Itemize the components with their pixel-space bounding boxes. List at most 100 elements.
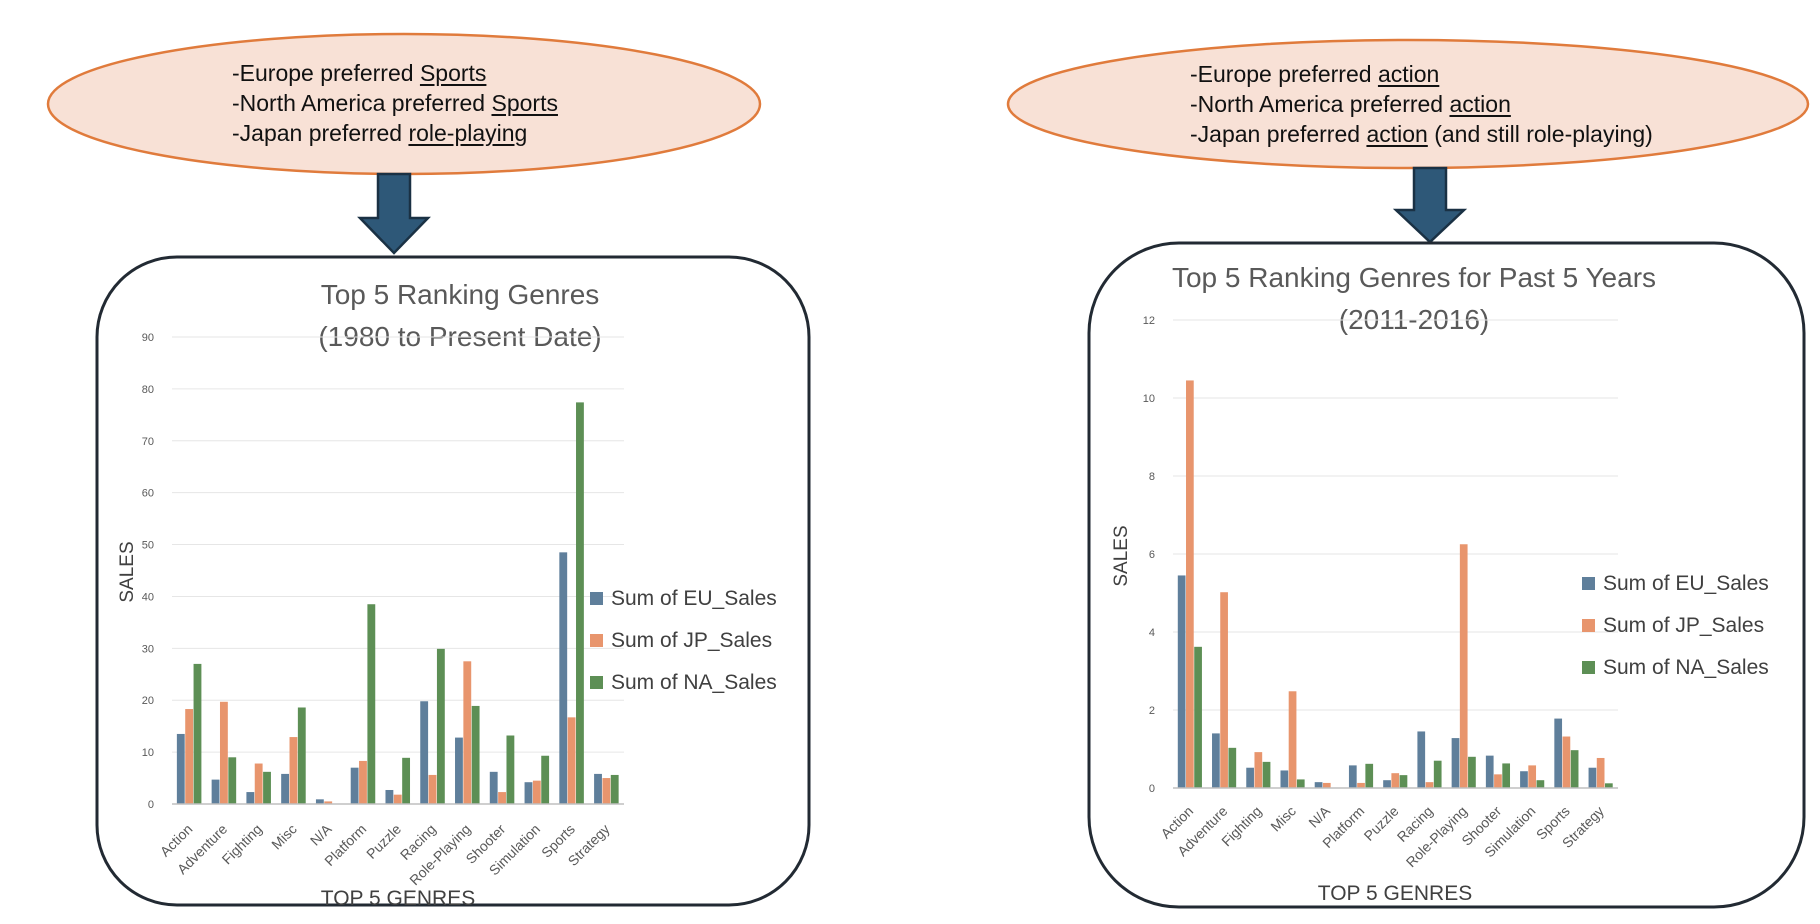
bar-jp <box>428 774 437 804</box>
y-axis-title: SALES <box>1111 525 1132 586</box>
bar-na <box>1536 780 1545 788</box>
bar-na <box>367 604 376 804</box>
bar-jp <box>1186 380 1194 788</box>
bar-eu <box>176 733 185 804</box>
bar-na <box>541 755 550 804</box>
panel-all-time-graphics: Top 5 Ranking Genres(1980 to Present Dat… <box>46 32 811 910</box>
chart-title: Top 5 Ranking Genres for Past 5 Years <box>1172 262 1656 293</box>
y-tick-label: 40 <box>142 591 154 603</box>
legend-swatch-na <box>590 676 603 689</box>
callout-bubble <box>1006 38 1810 170</box>
y-tick-label: 20 <box>142 695 154 707</box>
y-tick-label: 12 <box>1143 315 1155 327</box>
panel-all-time: Top 5 Ranking Genres (1980 to Present Dat… <box>46 32 811 910</box>
bar-na <box>1296 779 1305 788</box>
bar-eu <box>420 701 429 804</box>
bar-jp <box>1391 773 1400 788</box>
bar-eu <box>1520 771 1528 788</box>
bar-jp <box>498 792 506 804</box>
x-axis-title: TOP 5 GENRES <box>1318 882 1472 905</box>
bar-na <box>1570 750 1579 788</box>
bar-jp <box>1596 757 1605 788</box>
bar-jp <box>1562 736 1571 788</box>
legend-swatch-jp <box>1582 619 1595 632</box>
bar-eu <box>1280 770 1289 788</box>
bar-na <box>297 707 306 804</box>
chart-title: Top 5 Ranking Genres <box>321 279 600 310</box>
bar-eu <box>1177 575 1186 788</box>
callout-line-europe: -Europe preferred Sports <box>232 60 487 86</box>
bar-eu <box>1554 718 1563 788</box>
bar-na <box>1433 760 1442 788</box>
bar-jp <box>324 801 333 804</box>
bar-eu <box>1485 755 1494 788</box>
arrow-down-icon <box>1392 166 1468 244</box>
bar-eu <box>524 782 533 804</box>
legend-label: Sum of EU_Sales <box>1603 572 1769 595</box>
y-tick-label: 50 <box>142 540 154 552</box>
bar-na <box>1228 747 1237 788</box>
bar-na <box>228 757 237 804</box>
bar-na <box>402 757 411 804</box>
x-axis-title: TOP 5 GENRES <box>321 887 475 910</box>
y-tick-label: 10 <box>1143 393 1155 405</box>
panel-past-five-years: Top 5 Ranking Genres for Past 5 Years (20… <box>980 0 1820 924</box>
bar-eu <box>1451 738 1460 788</box>
bar-jp <box>185 709 194 804</box>
bar-eu <box>489 771 498 804</box>
bar-eu <box>281 773 290 804</box>
legend-label: Sum of NA_Sales <box>611 671 777 694</box>
callout-past-five-years-text: -Europe preferred action -North America … <box>1190 59 1653 149</box>
y-tick-label: 60 <box>142 488 154 500</box>
chart-frame <box>95 255 811 907</box>
bar-na <box>193 663 202 804</box>
y-tick-label: 90 <box>142 332 154 344</box>
bar-eu <box>559 552 568 804</box>
callout-line-europe: -Europe preferred action <box>1190 61 1440 87</box>
bar-jp <box>602 778 611 804</box>
bar-jp <box>219 701 228 804</box>
bar-eu <box>1588 767 1597 788</box>
bar-jp <box>1220 592 1228 788</box>
bar-jp <box>1357 782 1365 788</box>
y-tick-label: 0 <box>1149 783 1155 795</box>
bar-na <box>1365 763 1374 788</box>
bar-jp <box>1322 782 1331 788</box>
bar-eu <box>594 773 602 804</box>
bar-eu <box>1314 782 1323 788</box>
legend-swatch-eu <box>590 592 603 605</box>
callout-line-japan: -Japan preferred action (and still role-… <box>1190 121 1653 147</box>
bar-jp <box>1288 691 1297 788</box>
callout-line-japan: -Japan preferred role-playing <box>232 120 528 146</box>
legend-swatch-jp <box>590 634 603 647</box>
legend-label: Sum of JP_Sales <box>611 629 772 652</box>
bar-jp <box>1425 782 1434 788</box>
bar-jp <box>359 760 367 804</box>
bar-jp <box>289 737 298 804</box>
bar-jp <box>1494 774 1502 788</box>
panel-past-five-years-graphics: Top 5 Ranking Genres for Past 5 Years(20… <box>1006 38 1810 909</box>
bar-eu <box>385 789 394 804</box>
callout-all-time-text: -Europe preferred Sports -North America … <box>232 58 558 148</box>
bar-eu <box>1246 767 1254 788</box>
bar-eu <box>211 779 220 804</box>
bar-na <box>610 774 619 804</box>
y-tick-label: 2 <box>1149 705 1155 717</box>
bar-na <box>1262 761 1271 788</box>
bar-na <box>1468 756 1476 788</box>
bar-eu <box>1383 780 1391 788</box>
legend-label: Sum of JP_Sales <box>1603 614 1764 637</box>
bar-jp <box>254 763 263 804</box>
y-tick-label: 6 <box>1149 549 1155 561</box>
y-tick-label: 10 <box>142 747 154 759</box>
y-tick-label: 8 <box>1149 471 1155 483</box>
legend-label: Sum of NA_Sales <box>1603 656 1769 679</box>
y-tick-label: 30 <box>142 643 154 655</box>
y-tick-label: 70 <box>142 436 154 448</box>
bar-eu <box>1417 731 1426 788</box>
bar-na <box>1194 646 1202 788</box>
bar-na <box>576 402 584 804</box>
arrow-down-icon <box>357 172 431 255</box>
bar-na <box>436 648 445 804</box>
bar-na <box>263 771 271 804</box>
